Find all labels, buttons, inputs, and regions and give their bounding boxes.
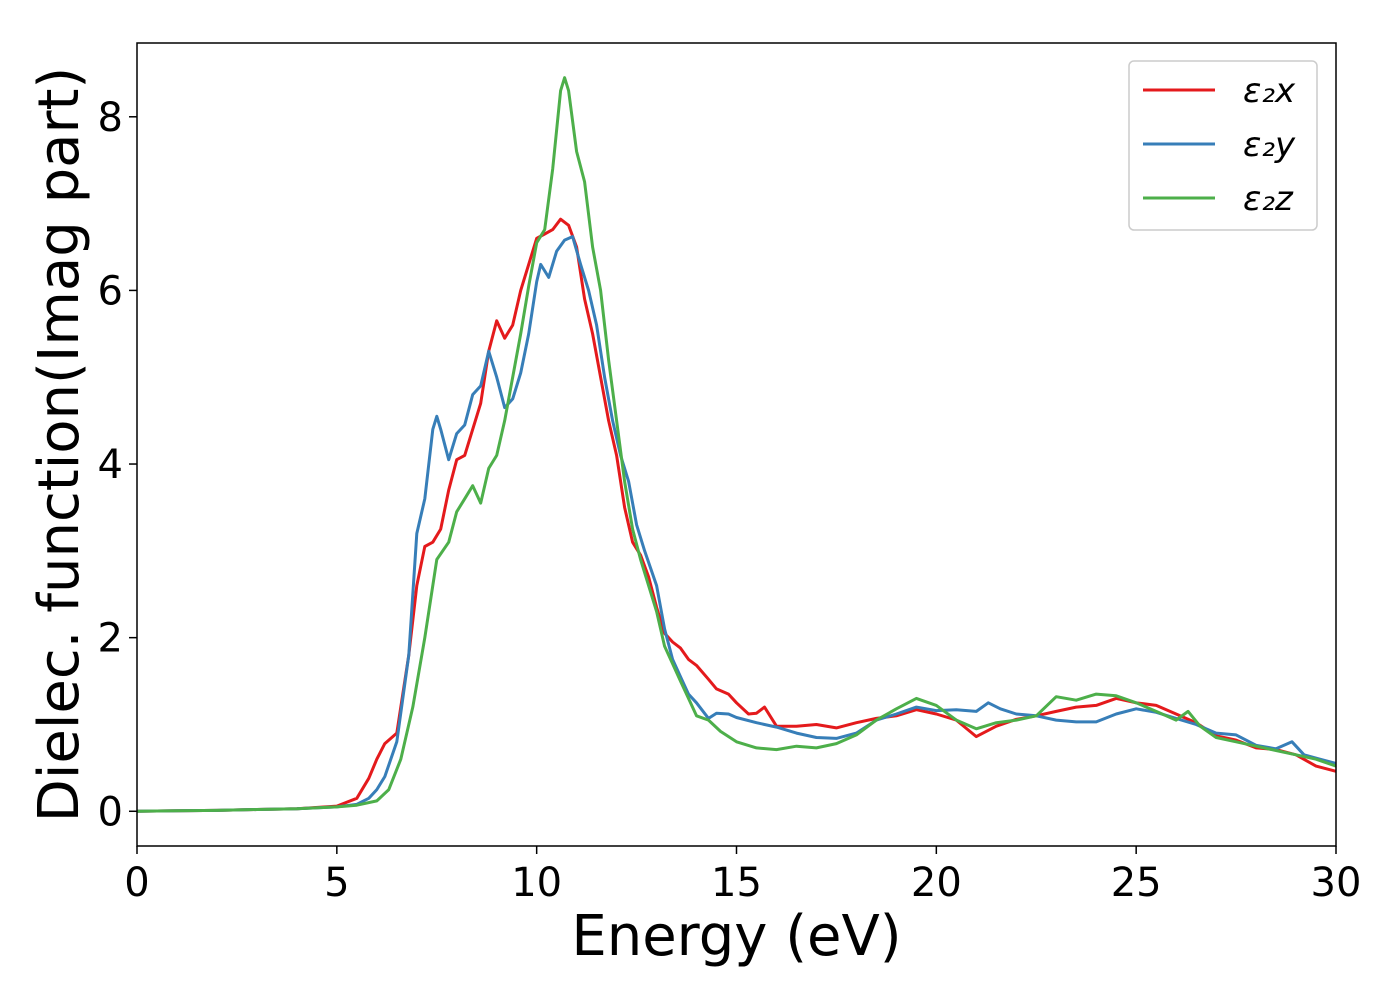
legend-label-e2z: ε₂z — [1243, 179, 1294, 219]
y-axis-label: Dielec. function(Imag part) — [27, 67, 92, 823]
y-tick-label: 4 — [98, 442, 123, 488]
x-tick-label: 5 — [324, 860, 349, 906]
y-tick-label: 6 — [98, 268, 123, 314]
x-tick-label: 15 — [711, 860, 762, 906]
x-tick-label: 10 — [511, 860, 562, 906]
y-tick-label: 8 — [98, 95, 123, 141]
x-axis-ticks: 0 5 10 15 20 25 30 — [124, 846, 1361, 906]
series-line-e2z — [136, 76, 1337, 813]
x-tick-label: 30 — [1311, 860, 1362, 906]
legend-label-e2y: ε₂y — [1243, 125, 1296, 165]
y-axis-ticks: 0 2 4 6 8 — [98, 95, 137, 835]
x-axis-label: Energy (eV) — [571, 904, 901, 969]
series-line-e2x — [136, 217, 1337, 813]
legend-label-e2x: ε₂x — [1243, 71, 1296, 111]
x-tick-label: 20 — [911, 860, 962, 906]
y-tick-label: 0 — [98, 789, 123, 835]
series-layer — [136, 76, 1337, 813]
series-line-e2y — [136, 235, 1337, 813]
x-tick-label: 0 — [124, 860, 149, 906]
legend-box — [1128, 60, 1318, 231]
x-tick-label: 25 — [1111, 860, 1162, 906]
legend: ε₂x ε₂y ε₂z — [1128, 60, 1318, 231]
y-tick-label: 2 — [98, 616, 123, 662]
